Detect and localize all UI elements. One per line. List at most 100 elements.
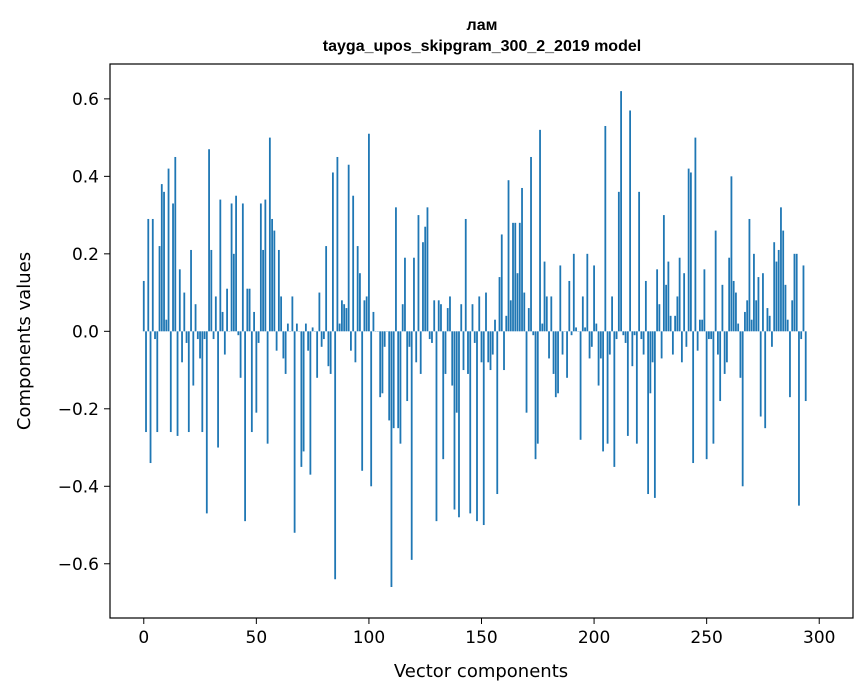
bar-26 [201,331,204,433]
bar-137 [451,331,454,386]
bar-218 [633,331,636,336]
bar-96 [359,273,361,332]
bar-23 [194,304,197,332]
bar-145 [469,331,472,514]
plot-frame [109,63,854,619]
bar-249 [703,269,706,332]
bar-200 [593,265,595,332]
bar-287 [789,331,791,398]
bar-102 [372,311,375,332]
bar-253 [712,331,715,444]
bar-75 [311,327,314,332]
bar-282 [777,249,780,332]
bar-230 [660,331,663,359]
bar-129 [433,300,436,332]
bar-37 [226,288,228,332]
bar-11 [167,168,170,332]
bar-182 [552,331,555,374]
bar-259 [726,331,728,363]
y-tick-label-6: 0.6 [72,90,99,110]
bar-171 [527,308,530,332]
bar-116 [404,257,406,332]
bar-268 [746,300,749,332]
bar-133 [442,331,445,460]
bar-292 [800,331,803,340]
bar-120 [413,257,415,332]
bar-270 [750,319,753,332]
bar-21 [190,249,192,332]
bar-225 [649,331,652,394]
bar-275 [762,273,764,332]
bar-31 [212,331,215,340]
bar-223 [644,280,647,332]
bar-217 [631,331,634,367]
bar-71 [302,331,305,452]
bar-195 [581,296,584,332]
bar-140 [458,331,460,518]
bar-159 [500,234,503,332]
bar-36 [223,331,226,355]
bar-55 [266,331,269,444]
bar-176 [539,129,541,332]
bar-291 [798,331,800,506]
bar-57 [271,218,274,332]
bar-19 [185,331,188,343]
bar-258 [723,331,726,374]
bar-196 [584,327,586,332]
bar-167 [518,222,521,332]
bar-72 [304,323,307,332]
bar-293 [802,265,805,332]
bar-114 [399,331,402,444]
bar-139 [455,331,458,413]
bar-190 [570,331,573,336]
bar-189 [568,280,571,332]
bar-194 [579,331,582,440]
bar-203 [599,331,602,359]
bar-261 [730,176,733,332]
bar-33 [217,331,219,448]
bar-234 [669,315,672,332]
bar-276 [764,331,767,429]
bar-146 [471,304,474,332]
bar-233 [667,261,670,332]
bar-260 [728,257,731,332]
bar-118 [408,331,411,347]
bar-34 [219,199,222,332]
bar-158 [498,277,501,332]
bar-164 [512,222,514,332]
bar-95 [356,246,359,332]
bar-30 [210,249,213,332]
bar-221 [640,331,643,340]
bar-231 [662,215,665,332]
bar-99 [365,296,368,332]
chart-subtitle: tayga_upos_skipgram_300_2_2019 model [323,38,641,55]
bar-286 [786,319,789,332]
bar-288 [791,300,794,332]
bar-274 [759,331,762,417]
x-tick-label-300: 300 [803,628,835,648]
bar-27 [203,331,206,340]
bar-169 [523,292,526,332]
bar-90 [345,308,348,332]
bar-262 [732,280,735,332]
bar-240 [683,273,686,332]
bar-264 [737,323,740,332]
bar-202 [597,331,600,386]
bar-134 [444,331,447,374]
bar-263 [735,292,737,332]
bar-127 [428,331,431,340]
bar-111 [392,331,395,429]
bar-93 [352,195,355,332]
bar-5 [154,331,156,340]
bar-252 [710,331,713,340]
x-axis-label: Vector components [394,661,568,682]
bar-210 [615,331,618,340]
bar-192 [575,327,577,332]
bar-43 [239,331,242,378]
bar-119 [410,331,413,560]
bar-63 [284,331,287,374]
y-tick-label-2: −0.2 [58,400,99,420]
bar-214 [624,331,627,343]
bar-132 [440,304,442,332]
bar-152 [485,292,487,332]
